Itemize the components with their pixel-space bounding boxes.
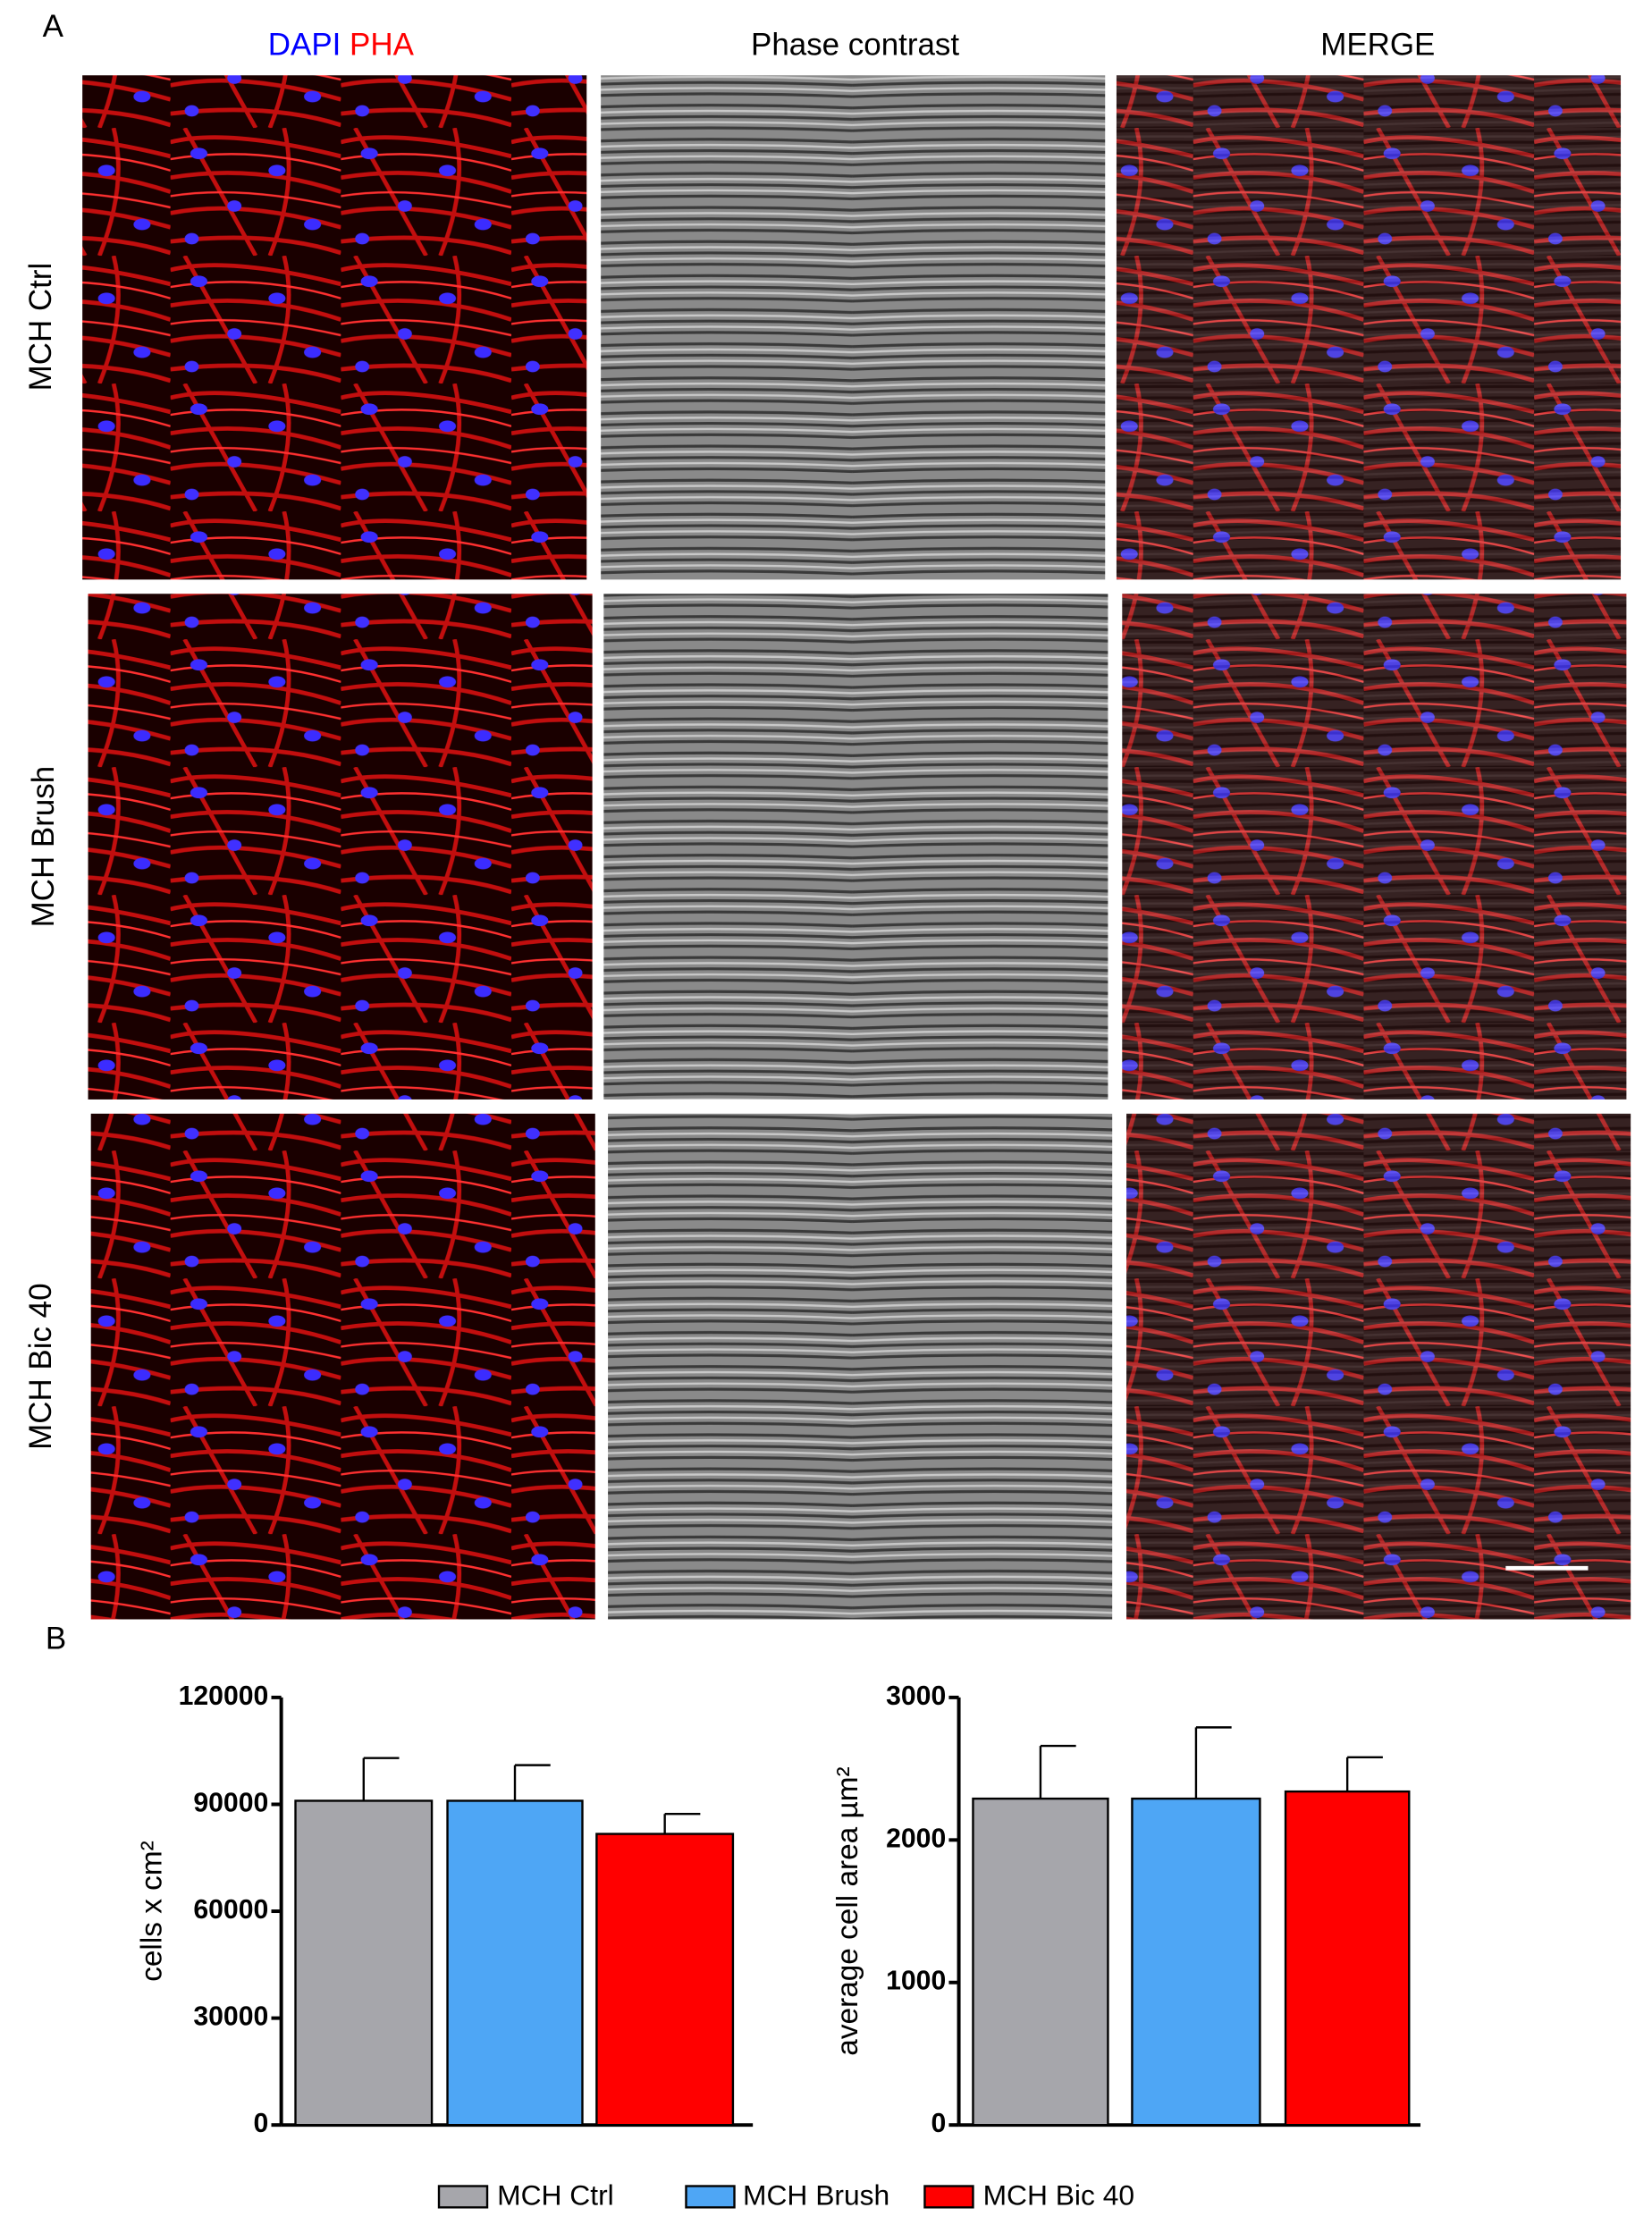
pha-label: PHA bbox=[350, 28, 415, 63]
bar bbox=[972, 1797, 1109, 2127]
legend-swatch bbox=[437, 2185, 489, 2209]
legend-label: MCH Ctrl bbox=[497, 2179, 614, 2212]
bar bbox=[1284, 1790, 1411, 2127]
column-header: Phase contrast bbox=[751, 28, 959, 63]
micrograph bbox=[1122, 594, 1627, 1100]
legend-swatch bbox=[685, 2185, 736, 2209]
panel-label: A bbox=[43, 9, 64, 44]
column-header: DAPI PHA bbox=[268, 28, 415, 63]
legend-label: MCH Bic 40 bbox=[983, 2179, 1134, 2212]
legend-swatch bbox=[923, 2185, 974, 2209]
bar bbox=[446, 1799, 584, 2127]
row-label: MCH Brush bbox=[26, 766, 61, 928]
micrograph bbox=[90, 1113, 595, 1620]
micrograph bbox=[1116, 75, 1622, 580]
y-tick-label: 90000 bbox=[193, 1788, 268, 1817]
micrograph bbox=[82, 75, 587, 580]
y-axis-label: average cell area µm² bbox=[831, 1766, 864, 2055]
bar bbox=[1131, 1797, 1261, 2127]
column-header: MERGE bbox=[1320, 28, 1435, 63]
micrograph bbox=[608, 1113, 1113, 1620]
legend-label: MCH Brush bbox=[743, 2179, 889, 2212]
y-tick-label: 1000 bbox=[886, 1967, 946, 1996]
y-tick-label: 3000 bbox=[886, 1681, 946, 1711]
y-tick-label: 0 bbox=[254, 2109, 269, 2138]
bar bbox=[595, 1833, 735, 2127]
row-label: MCH Bic 40 bbox=[23, 1283, 58, 1449]
y-tick-label: 60000 bbox=[193, 1895, 268, 1925]
y-tick-label: 2000 bbox=[886, 1824, 946, 1853]
micrograph bbox=[601, 75, 1106, 580]
dapi-label: DAPI bbox=[268, 28, 341, 63]
micrographs bbox=[82, 75, 1631, 1620]
row-label: MCH Ctrl bbox=[23, 263, 58, 392]
y-tick-label: 120000 bbox=[179, 1681, 269, 1711]
micrograph bbox=[603, 594, 1108, 1100]
micrograph bbox=[88, 594, 593, 1100]
bar bbox=[294, 1799, 434, 2127]
panel-label: B bbox=[46, 1622, 66, 1656]
y-tick-label: 0 bbox=[931, 2109, 946, 2138]
micrograph bbox=[1126, 1113, 1631, 1620]
y-tick-label: 30000 bbox=[193, 2002, 268, 2032]
y-axis-label: cells x cm² bbox=[135, 1841, 168, 1982]
